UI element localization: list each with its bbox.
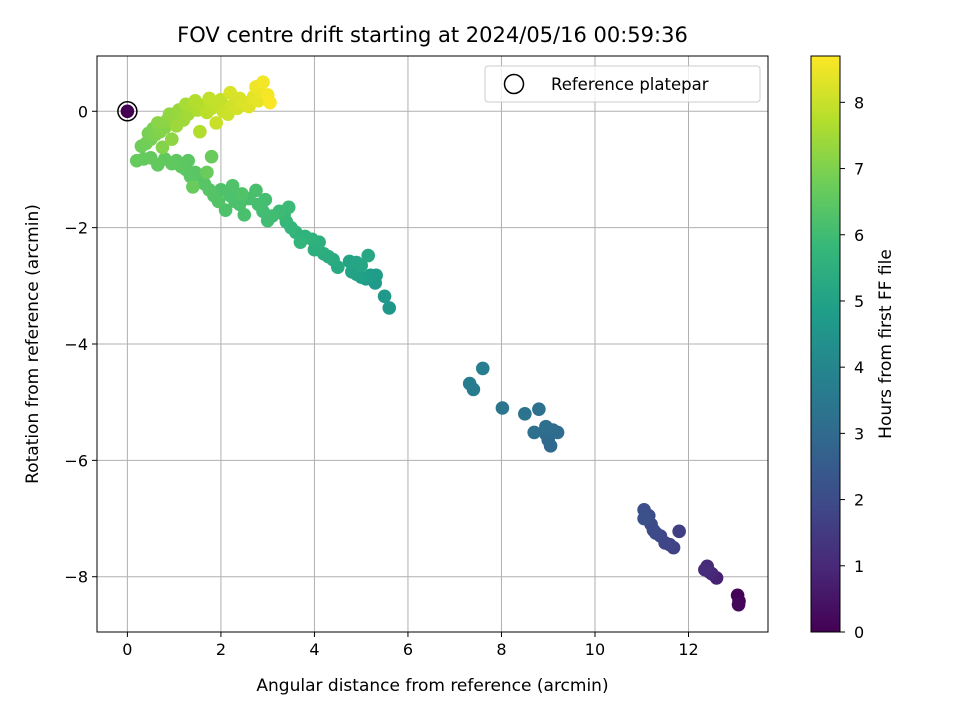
x-tick-label: 2 <box>216 640 226 659</box>
data-point <box>249 183 263 198</box>
data-point <box>204 149 219 164</box>
data-point <box>532 402 546 416</box>
x-tick-label: 12 <box>678 640 698 659</box>
data-point <box>237 208 252 222</box>
data-point <box>223 85 238 100</box>
data-point <box>235 187 249 201</box>
data-point <box>539 419 553 434</box>
legend-label-reference: Reference platepar <box>551 75 709 94</box>
data-point <box>475 361 490 376</box>
y-axis-label: Rotation from reference (arcmin) <box>23 204 43 484</box>
x-axis-ticks: 0 2 4 6 8 10 12 <box>122 632 699 659</box>
colorbar-tick-label: 7 <box>854 160 864 179</box>
data-point <box>200 165 214 180</box>
data-point <box>186 180 200 194</box>
data-point <box>256 75 270 89</box>
data-point <box>361 248 376 263</box>
colorbar: 0 1 2 3 4 5 6 7 8 Hours from first FF file <box>810 55 896 642</box>
x-tick-label: 6 <box>403 640 413 659</box>
y-tick-label: −6 <box>64 451 88 470</box>
y-tick-label: 0 <box>78 102 88 121</box>
data-point <box>129 153 144 168</box>
x-tick-label: 10 <box>585 640 605 659</box>
data-point <box>698 562 712 577</box>
legend-box <box>484 65 761 103</box>
data-point <box>527 425 542 440</box>
legend: Reference platepar <box>484 65 761 103</box>
colorbar-tick-label: 3 <box>854 424 864 443</box>
data-point <box>165 132 179 146</box>
colorbar-gradient <box>810 55 841 633</box>
x-axis-label: Angular distance from reference (arcmin) <box>256 676 608 696</box>
colorbar-tick-label: 5 <box>854 292 864 311</box>
y-tick-label: −8 <box>64 568 88 587</box>
data-point <box>202 91 217 106</box>
legend-marker-reference <box>503 73 525 95</box>
data-point <box>495 401 510 415</box>
x-tick-label: 0 <box>122 640 132 659</box>
data-point <box>225 178 240 193</box>
chart-title: FOV centre drift starting at 2024/05/16 … <box>177 23 688 47</box>
data-point <box>518 407 532 421</box>
y-axis-ticks: 0 −2 −4 −6 −8 <box>64 102 97 587</box>
colorbar-tick-label: 6 <box>854 226 864 245</box>
colorbar-tick-label: 8 <box>854 93 864 112</box>
data-point <box>637 511 651 526</box>
data-point <box>354 258 368 273</box>
data-point <box>209 116 224 130</box>
data-point <box>382 301 397 315</box>
colorbar-tick-label: 2 <box>854 491 864 510</box>
x-tick-label: 4 <box>309 640 319 659</box>
data-point <box>193 124 207 139</box>
data-point <box>263 95 277 110</box>
colorbar-ticks: 0 1 2 3 4 5 6 7 8 <box>840 93 864 642</box>
x-tick-label: 8 <box>496 640 506 659</box>
data-point <box>155 140 170 155</box>
data-point <box>731 597 746 612</box>
colorbar-label: Hours from first FF file <box>876 249 896 439</box>
colorbar-tick-label: 4 <box>854 358 864 377</box>
data-point <box>462 376 477 391</box>
scatter-points <box>117 75 746 612</box>
grid-lines <box>97 56 768 632</box>
reference-marker <box>117 101 138 122</box>
y-tick-label: −4 <box>64 335 88 354</box>
data-point <box>214 92 228 107</box>
colorbar-tick-label: 0 <box>854 623 864 642</box>
reference-point <box>120 104 135 119</box>
data-point <box>293 235 308 249</box>
data-point <box>672 524 686 539</box>
y-tick-label: −2 <box>64 219 88 238</box>
data-point <box>377 289 392 304</box>
colorbar-tick-label: 1 <box>854 557 864 576</box>
